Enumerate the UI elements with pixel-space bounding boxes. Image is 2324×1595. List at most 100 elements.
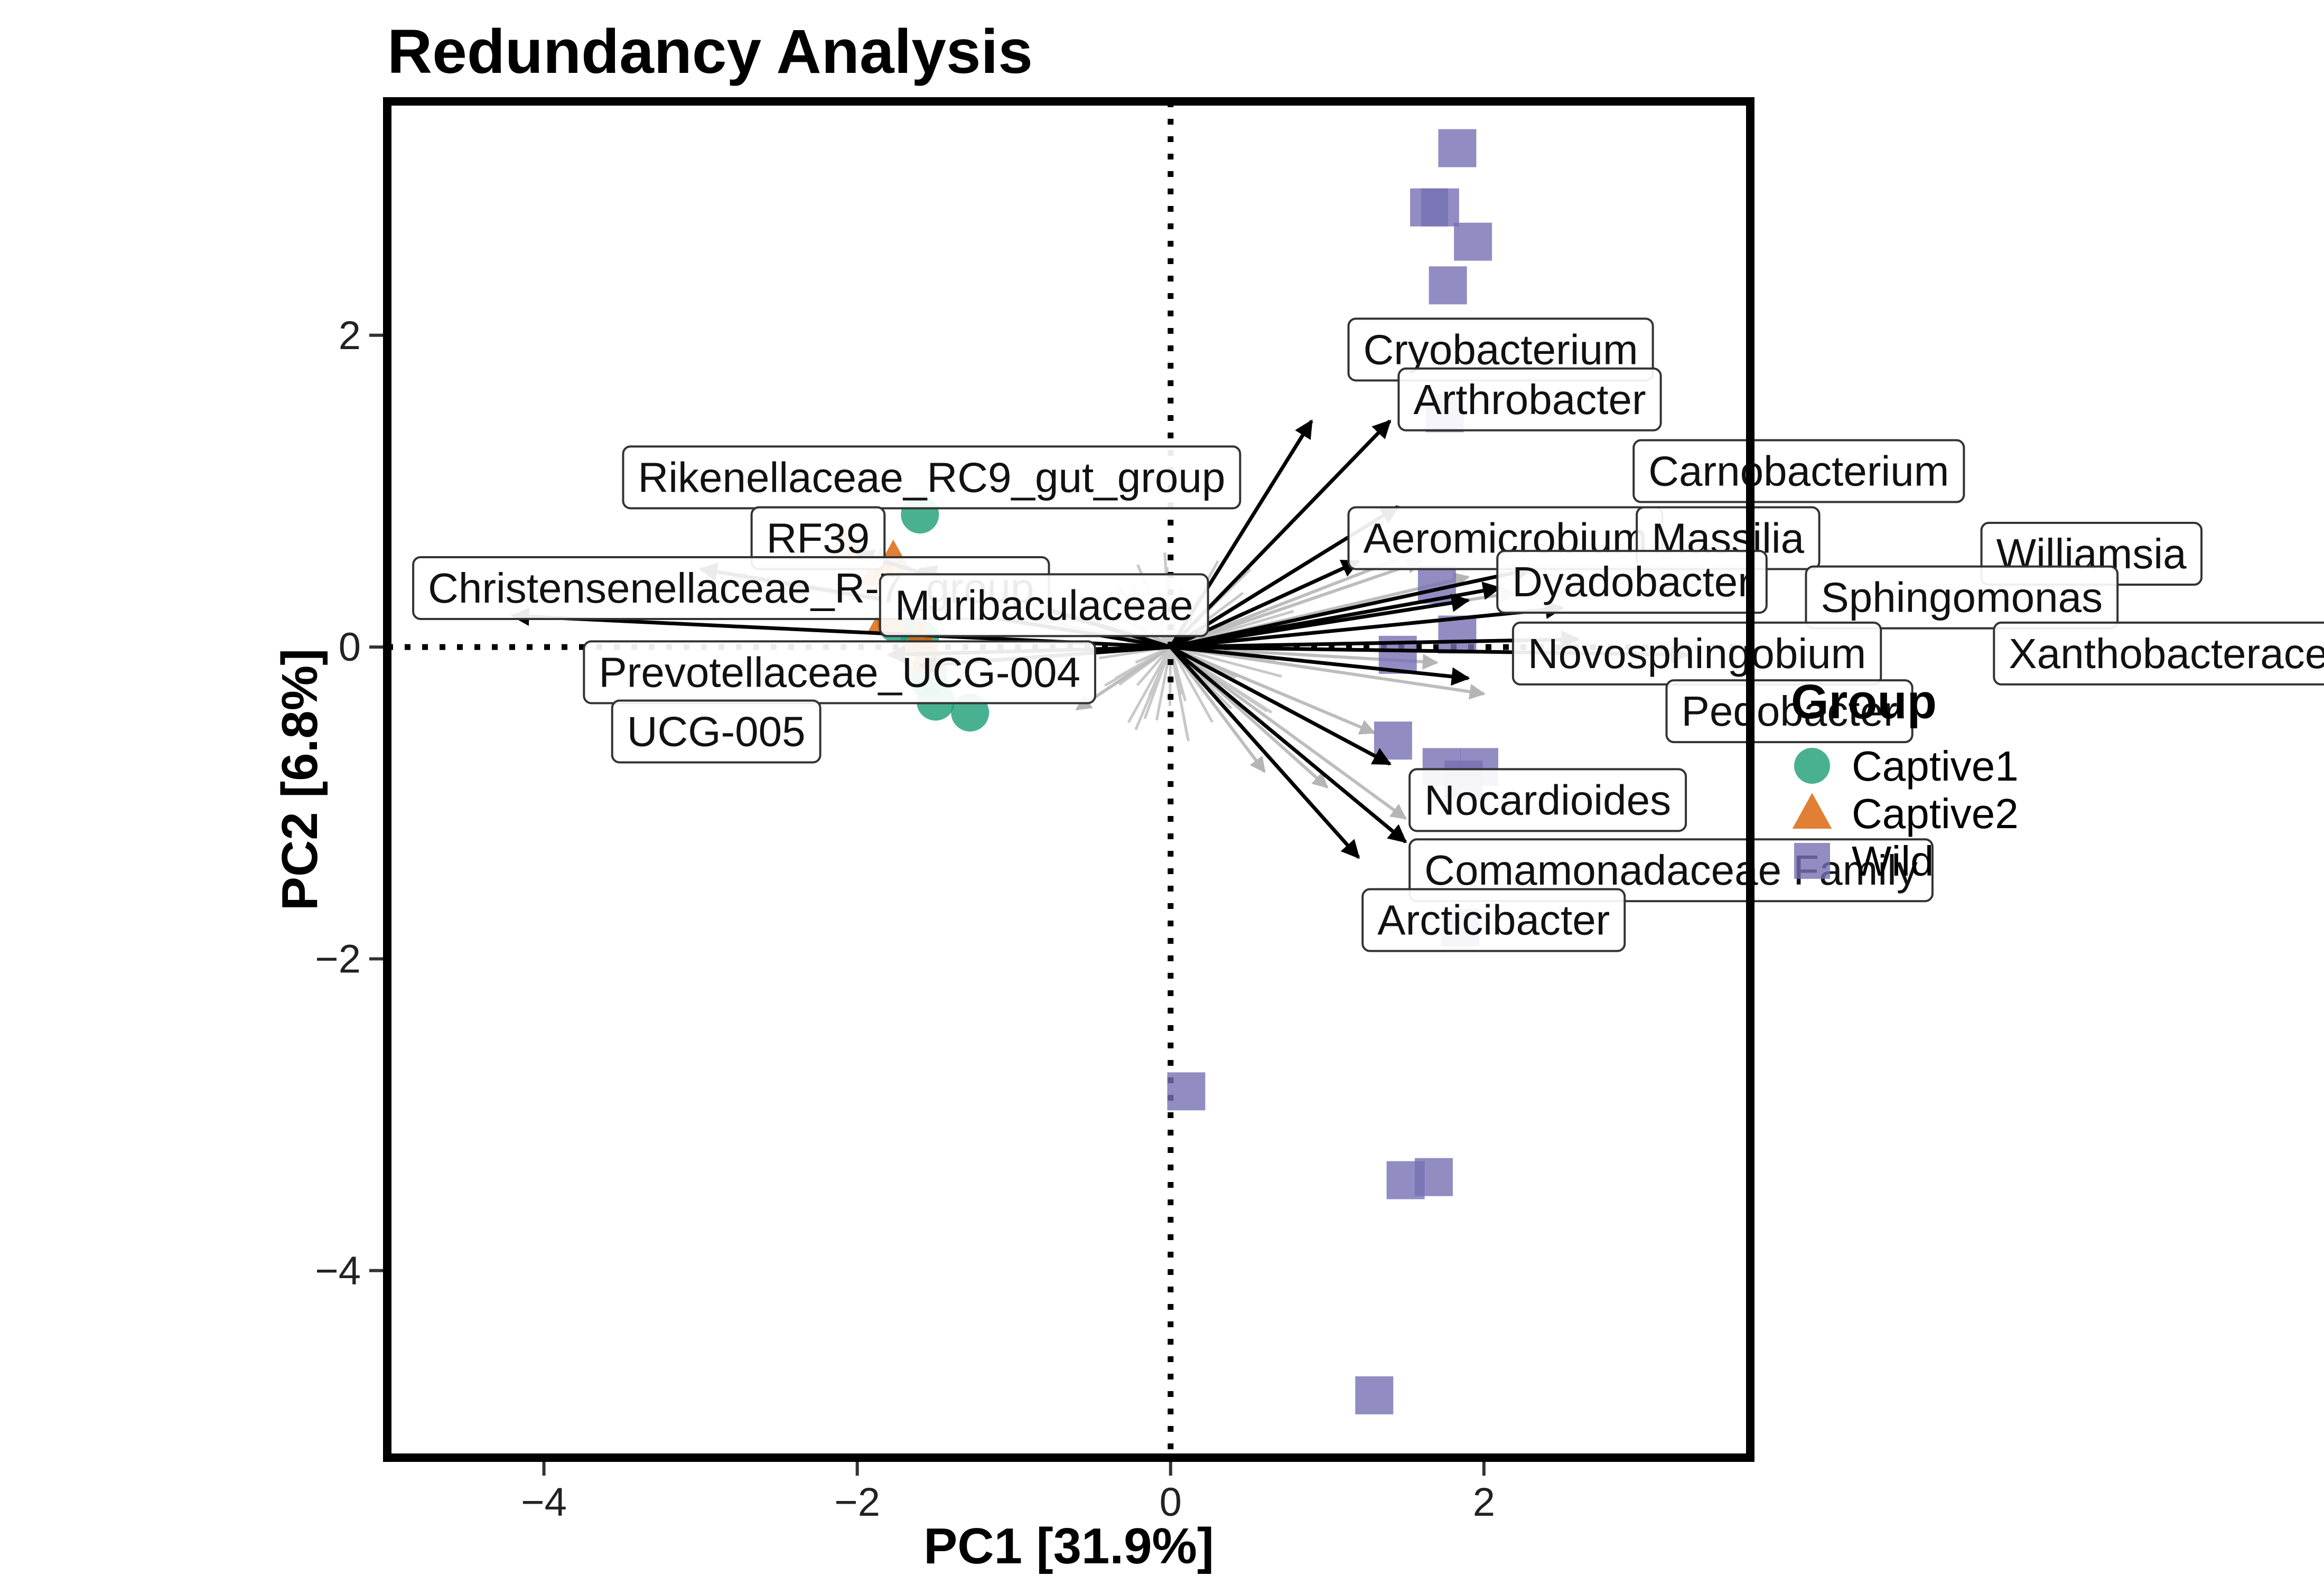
legend-entry-captive2: Captive2 xyxy=(1792,790,2019,837)
point-wild xyxy=(1355,1376,1394,1414)
label-box xyxy=(1361,888,1626,952)
background-vector xyxy=(1170,645,1376,735)
background-vector xyxy=(1169,645,1407,820)
label-text: Muribaculaceae xyxy=(895,581,1193,628)
point-wild xyxy=(1438,615,1477,654)
y-axis-title: PC2 [6.8%] xyxy=(272,649,328,911)
legend-label: Captive1 xyxy=(1852,743,2019,790)
vector-pedobacter xyxy=(1170,645,1470,686)
background-vector xyxy=(1169,646,1266,773)
taxon-label-arthrobacter: Arthrobacter xyxy=(1397,367,1662,431)
legend-title: Group xyxy=(1791,675,1937,729)
taxon-label-carnobacterium: Carnobacterium xyxy=(1632,439,1965,503)
label-box xyxy=(1496,550,1768,614)
background-vector xyxy=(1170,645,1486,700)
taxon-label-ucg-005: UCG-005 xyxy=(611,699,822,764)
label-text: Novosphingobium xyxy=(1528,630,1866,677)
label-text: Cryobacterium xyxy=(1364,326,1638,373)
label-text: Sphingomonas xyxy=(1821,574,2103,621)
legend-entry-captive1: Captive1 xyxy=(1794,743,2019,790)
label-box xyxy=(1632,439,1965,503)
label-text: UCG-005 xyxy=(627,708,806,755)
label-box xyxy=(1408,768,1687,832)
y-tick-label: −2 xyxy=(315,936,361,981)
background-vector xyxy=(1143,646,1172,719)
background-vector xyxy=(1127,646,1172,724)
taxon-label-dyadobacter: Dyadobacter xyxy=(1496,550,1768,614)
background-vector xyxy=(1169,646,1187,702)
label-box xyxy=(1397,367,1662,431)
legend-label: Captive2 xyxy=(1852,790,2019,837)
point-wild xyxy=(1438,129,1477,167)
label-text: Nocardioides xyxy=(1424,776,1671,823)
label-text: Arcticibacter xyxy=(1377,897,1610,944)
vector-nocardioides xyxy=(1170,645,1392,766)
background-vector xyxy=(1170,558,1423,649)
vector-arcticibacter xyxy=(1169,645,1407,843)
vector-comamonadaceae-family xyxy=(1169,645,1360,859)
x-tick-label: 2 xyxy=(1473,1480,1495,1525)
background-vector xyxy=(1170,645,1282,678)
label-box xyxy=(583,640,1096,705)
point-wild xyxy=(1429,266,1467,305)
taxon-label-rf39: RF39 xyxy=(750,506,886,570)
label-box xyxy=(879,573,1209,637)
x-tick-label: 0 xyxy=(1160,1480,1182,1525)
taxon-label-pedobacter: Pedobacter xyxy=(1665,679,1914,744)
chart-title: Redundancy Analysis xyxy=(387,17,1033,87)
label-box xyxy=(611,699,822,764)
point-wild xyxy=(1454,222,1492,261)
vector-sphingomonas xyxy=(1170,601,1564,649)
y-tick-label: 0 xyxy=(339,625,361,670)
legend-swatch-wild xyxy=(1794,843,1830,879)
legend-label: Wild xyxy=(1852,838,1934,885)
point-wild xyxy=(1414,1158,1453,1196)
label-text: Xanthobacteraceae Family xyxy=(2009,630,2324,677)
y-tick-label: 2 xyxy=(339,313,361,358)
taxon-label-muribaculaceae: Muribaculaceae xyxy=(879,573,1209,637)
legend-swatch-captive2 xyxy=(1792,793,1832,829)
y-axis-ticks: −4 −2 0 2 xyxy=(315,313,383,1293)
label-box xyxy=(1993,621,2324,686)
label-text: RF39 xyxy=(767,514,870,561)
background-vector xyxy=(1136,646,1172,687)
label-text: Carnobacterium xyxy=(1648,448,1949,495)
vector-novosphingobium xyxy=(1170,630,1580,649)
label-box xyxy=(1805,565,2119,630)
x-axis-title: PC1 [31.9%] xyxy=(923,1518,1214,1574)
x-tick-label: −4 xyxy=(521,1480,567,1525)
vector-williamsia xyxy=(1170,564,1533,649)
taxon-label-prevotellaceae-ucg-004: Prevotellaceae_UCG-004 xyxy=(583,640,1096,705)
legend-entry-wild: Wild xyxy=(1794,838,1934,885)
taxon-label-rikenellaceae-rc9-gut-group: Rikenellaceae_RC9_gut_group xyxy=(622,445,1242,510)
label-box xyxy=(622,445,1242,510)
taxon-label-nocardioides: Nocardioides xyxy=(1408,768,1687,832)
label-text: Arthrobacter xyxy=(1413,376,1646,423)
taxon-label-arcticibacter: Arcticibacter xyxy=(1361,888,1626,952)
taxon-label-cryobacterium: Cryobacterium xyxy=(1347,317,1654,382)
taxon-label-comamonadaceae-family: Comamonadaceae Family xyxy=(1408,838,1934,903)
point-wild xyxy=(1421,188,1459,227)
background-vector xyxy=(1169,646,1214,723)
x-axis-ticks: −4 −2 0 2 xyxy=(521,1462,1495,1525)
taxon-label-novosphingobium: Novosphingobium xyxy=(1511,621,1882,686)
label-text: Dyadobacter xyxy=(1512,558,1752,605)
point-wild xyxy=(1167,1072,1206,1111)
point-wild xyxy=(1374,721,1412,760)
label-text: Rikenellaceae_RC9_gut_group xyxy=(638,454,1225,501)
label-text: Prevotellaceae_UCG-004 xyxy=(599,649,1080,696)
label-text: Comamonadaceae Family xyxy=(1424,847,1918,894)
vector-dyadobacter xyxy=(1170,594,1470,649)
legend-swatch-captive1 xyxy=(1794,748,1830,784)
plot-frame xyxy=(383,97,1754,1462)
taxon-label-xanthobacteraceae-family: Xanthobacteraceae Family xyxy=(1993,621,2324,686)
label-text: Pedobacter xyxy=(1682,688,1898,735)
taxon-label-sphingomonas: Sphingomonas xyxy=(1805,565,2119,630)
x-tick-label: −2 xyxy=(834,1480,880,1525)
label-box xyxy=(1665,679,1914,744)
